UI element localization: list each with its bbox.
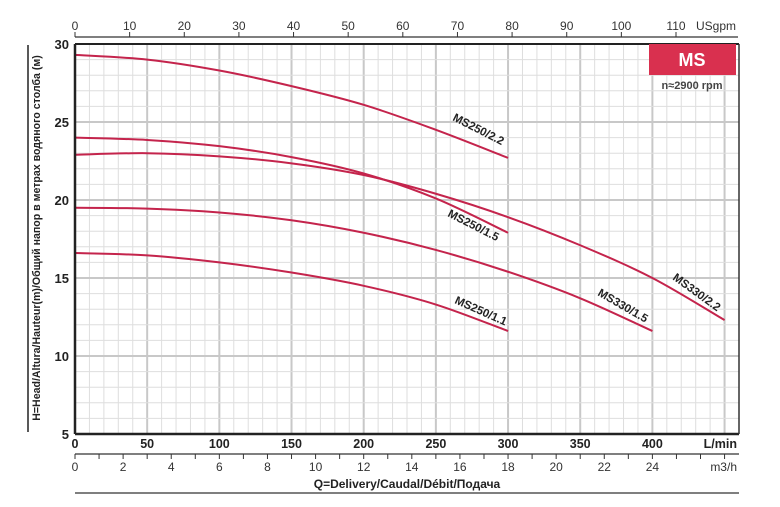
x-tick-label-usgpm: 110 — [666, 19, 685, 33]
curve-label: MS250/1.1 — [453, 295, 509, 329]
x-tick-label-lmin: 400 — [642, 437, 663, 451]
model-badge-text: MS — [679, 50, 706, 70]
x-tick-label-m3h: 22 — [598, 460, 612, 474]
curve-label: MS330/1.5 — [596, 287, 651, 326]
x-tick-label-m3h: 16 — [453, 460, 467, 474]
x-tick-label-lmin: 50 — [140, 437, 154, 451]
curve-ms250-1.1 — [74, 252, 509, 332]
x-tick-label-m3h: 2 — [120, 460, 127, 474]
x-tick-label-usgpm: 40 — [287, 19, 301, 33]
model-badge-bg — [649, 44, 736, 75]
x-tick-label-lmin: 100 — [209, 437, 230, 451]
x-tick-label-m3h: 0 — [72, 460, 79, 474]
curve-ms250-2.2 — [74, 53, 509, 159]
y-tick-label: 30 — [55, 37, 69, 52]
model-badge: MS n≈2900 rpm — [649, 44, 736, 92]
x-tick-label-m3h: 6 — [216, 460, 223, 474]
curve-ms250-1.5 — [74, 136, 509, 234]
curve-ms330-1.5 — [74, 206, 653, 332]
grid — [74, 43, 740, 435]
x-tick-label-m3h: 8 — [264, 460, 271, 474]
curve-label: MS250/2.2 — [451, 112, 506, 148]
x-tick-label-m3h: 20 — [549, 460, 563, 474]
x-tick-label-lmin: 250 — [425, 437, 446, 451]
x-tick-label-usgpm: 10 — [123, 19, 137, 33]
x-tick-label-m3h: 18 — [501, 460, 515, 474]
x-tick-label-lmin: 300 — [498, 437, 519, 451]
y-tick-label: 5 — [62, 427, 69, 442]
y-tick-label: 10 — [55, 349, 69, 364]
x-tick-label-usgpm: 50 — [341, 19, 355, 33]
curve-ms330-2.2 — [74, 152, 726, 321]
x-tick-label-m3h: 12 — [357, 460, 371, 474]
lmin-unit-label: L/min — [704, 437, 737, 451]
x-tick-label-lmin: 350 — [570, 437, 591, 451]
curves — [74, 53, 726, 332]
x-tick-label-m3h: 14 — [405, 460, 419, 474]
x-tick-label-m3h: 4 — [168, 460, 175, 474]
x-tick-label-m3h: 10 — [309, 460, 323, 474]
x-tick-label-usgpm: 0 — [72, 19, 79, 33]
x-tick-label-lmin: 200 — [353, 437, 374, 451]
x-tick-label-usgpm: 70 — [451, 19, 465, 33]
y-tick-label: 20 — [55, 193, 69, 208]
x-tick-label-usgpm: 80 — [505, 19, 519, 33]
x-tick-label-usgpm: 20 — [178, 19, 192, 33]
y-tick-label: 15 — [55, 271, 69, 286]
x-tick-label-lmin: 150 — [281, 437, 302, 451]
x-tick-label-usgpm: 100 — [611, 19, 631, 33]
x-tick-label-usgpm: 90 — [560, 19, 574, 33]
y-tick-label: 25 — [55, 115, 69, 130]
m3h-unit-label: m3/h — [710, 460, 737, 474]
speed-note: n≈2900 rpm — [661, 80, 722, 92]
x-tick-label-lmin: 0 — [72, 437, 79, 451]
x-tick-label-m3h: 24 — [646, 460, 660, 474]
usgpm-unit-label: USgpm — [696, 19, 736, 33]
x-axis-title: Q=Delivery/Caudal/Débit/Подача — [314, 477, 501, 491]
y-axis-title: H=Head/Altura/Hauteur(m)/Общий напор в м… — [31, 55, 43, 421]
x-tick-label-usgpm: 60 — [396, 19, 410, 33]
x-tick-label-usgpm: 30 — [232, 19, 246, 33]
